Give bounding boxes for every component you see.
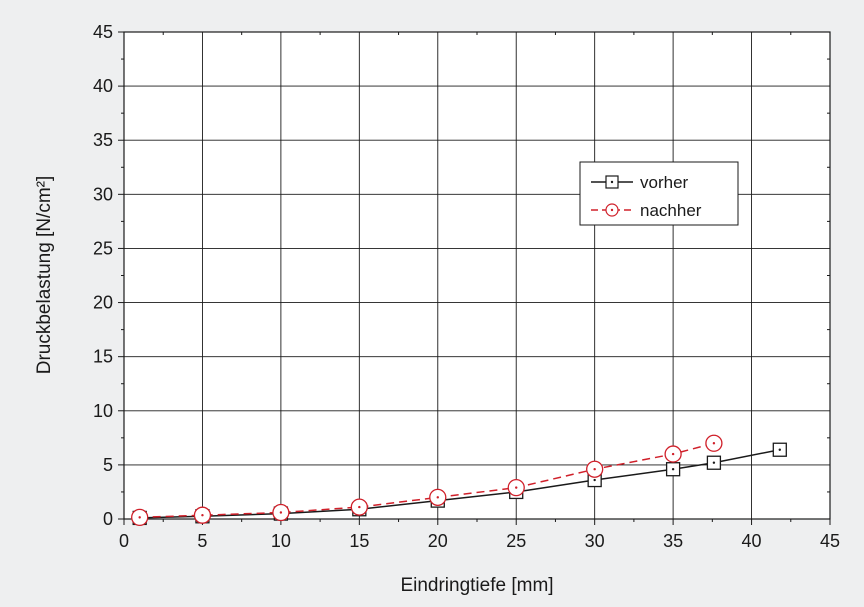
data-point-center-nachher — [201, 514, 204, 517]
data-point-center-vorher — [671, 468, 675, 471]
x-tick-label: 35 — [663, 531, 683, 551]
y-tick-label: 15 — [93, 347, 113, 367]
y-tick-label: 30 — [93, 184, 113, 204]
legend-box — [579, 161, 739, 226]
data-point-center-nachher — [279, 511, 283, 514]
data-point-center-nachher — [593, 468, 596, 471]
legend-label-vorher: vorher — [640, 173, 689, 192]
y-axis-title: Druckbelastung [N/cm²] — [34, 176, 55, 375]
series-layer — [131, 434, 787, 527]
data-point-center-nachher — [436, 496, 439, 499]
x-tick-label: 40 — [742, 531, 762, 551]
y-tick-label: 45 — [93, 22, 113, 42]
legend-marker-dot-vorher — [610, 180, 614, 184]
y-tick-label: 20 — [93, 293, 113, 313]
data-point-center-vorher — [593, 478, 596, 482]
data-point-center-nachher — [515, 486, 518, 489]
x-tick-label: 10 — [271, 531, 291, 551]
legend-marker-dot-nachher — [610, 208, 614, 212]
y-tick-label: 35 — [93, 130, 113, 150]
x-tick-label: 25 — [506, 531, 526, 551]
x-tick-label: 45 — [820, 531, 840, 551]
legend: vorher nachher — [579, 161, 739, 226]
y-tick-label: 5 — [103, 455, 113, 475]
x-tick-labels: 0 5 10 15 20 25 30 35 40 45 — [119, 531, 840, 551]
x-tick-label: 0 — [119, 531, 129, 551]
y-tick-label: 10 — [93, 401, 113, 421]
data-point-center-nachher — [138, 516, 141, 519]
y-tick-label: 0 — [103, 509, 113, 529]
x-tick-label: 5 — [197, 531, 207, 551]
data-point-center-nachher — [712, 442, 716, 445]
series-nachher — [131, 434, 723, 527]
x-tick-label: 30 — [585, 531, 605, 551]
y-tick-label: 40 — [93, 76, 113, 96]
data-point-center-nachher — [358, 505, 361, 509]
data-point-center-nachher — [671, 452, 675, 456]
axis-ticks — [118, 31, 831, 525]
plot-frame — [123, 31, 831, 520]
legend-label-nachher: nachher — [640, 201, 702, 220]
x-tick-label: 15 — [349, 531, 369, 551]
x-axis-title: Eindringtiefe [mm] — [400, 575, 553, 596]
plot-area — [124, 32, 830, 519]
data-point-center-vorher — [712, 461, 716, 464]
y-tick-label: 25 — [93, 238, 113, 258]
series-line-nachher — [139, 442, 715, 519]
y-tick-labels: 0 5 10 15 20 25 30 35 40 45 — [93, 22, 113, 529]
x-tick-label: 20 — [428, 531, 448, 551]
data-point-center-vorher — [778, 448, 781, 451]
series-line-vorher — [139, 449, 780, 519]
